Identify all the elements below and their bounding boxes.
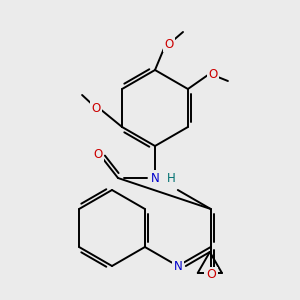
Text: N: N: [151, 172, 159, 184]
Text: H: H: [167, 172, 176, 184]
Text: O: O: [208, 68, 218, 82]
Text: O: O: [164, 38, 174, 50]
Text: N: N: [173, 260, 182, 272]
Text: O: O: [92, 101, 101, 115]
Text: O: O: [206, 268, 216, 281]
Text: O: O: [93, 148, 103, 160]
